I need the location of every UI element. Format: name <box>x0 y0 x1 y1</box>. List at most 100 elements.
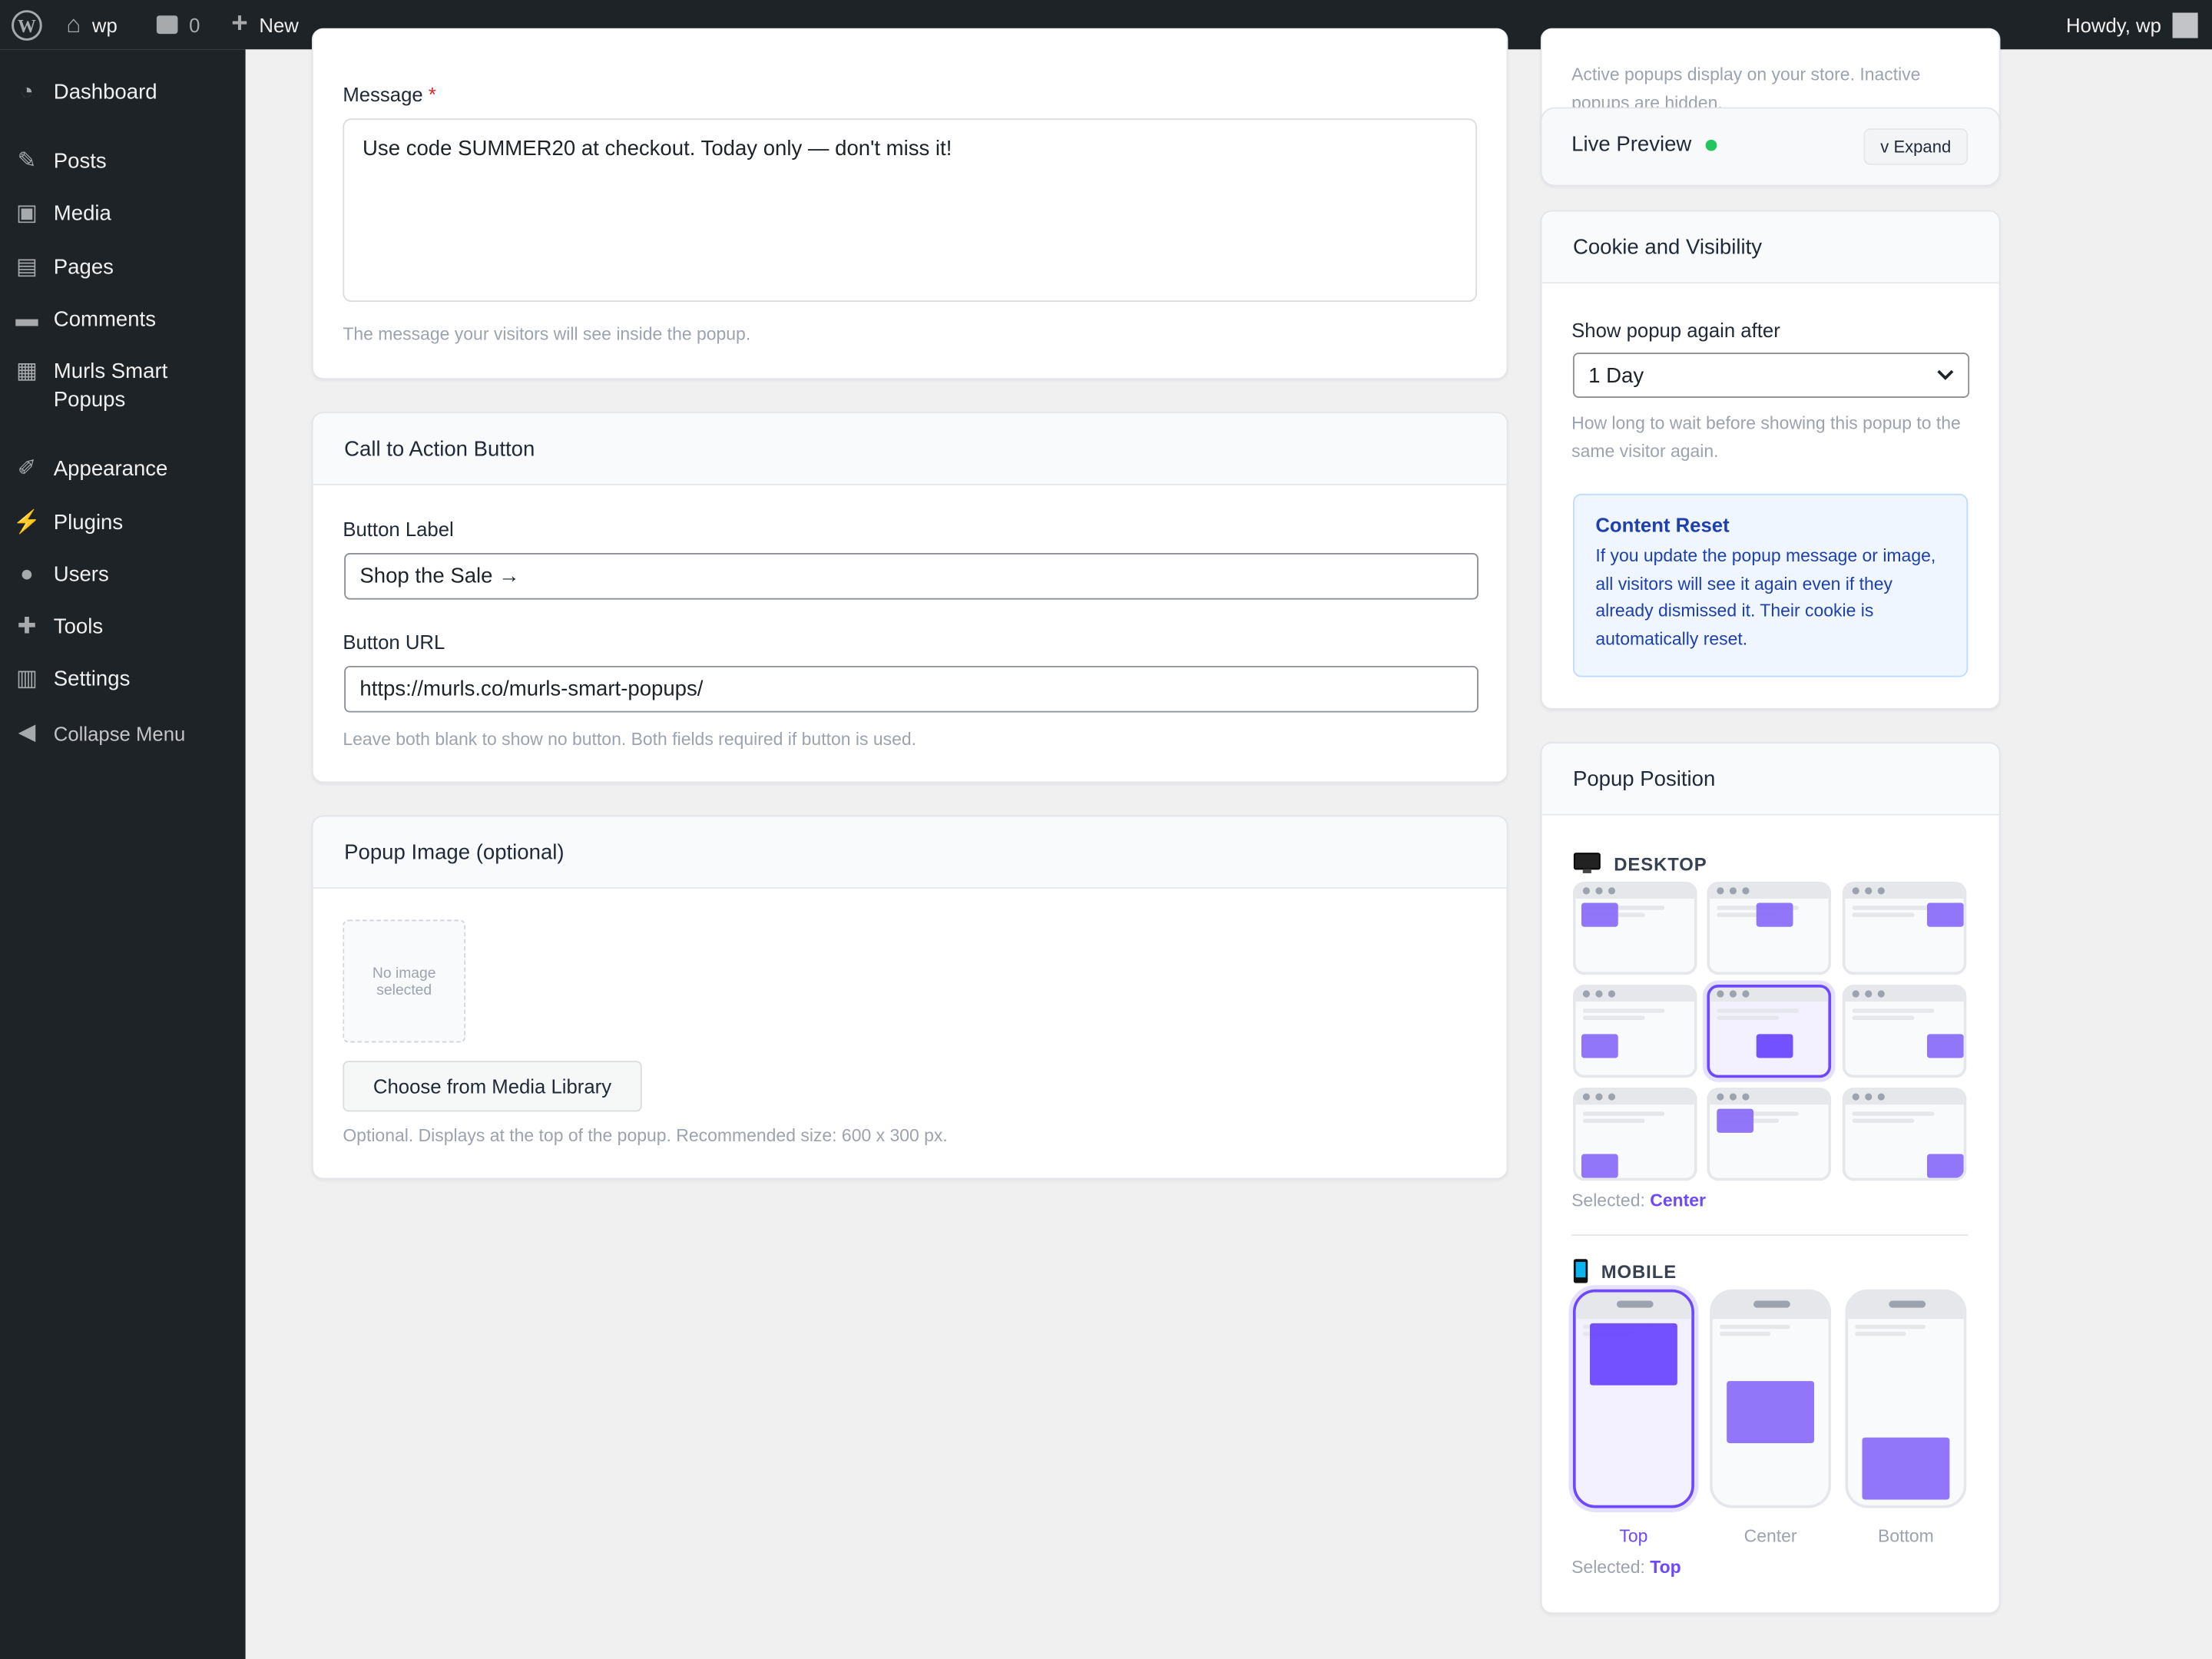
message-value: Use code SUMMER20 at checkout. Today onl… <box>363 137 952 161</box>
image-placeholder: No image selected <box>343 919 466 1043</box>
expand-button[interactable]: v Expand <box>1863 128 1969 165</box>
popup-preview-block <box>1581 1154 1618 1178</box>
sidebar-item-appearance[interactable]: ✐ Appearance <box>0 455 246 484</box>
account-menu[interactable]: Howdy, wp <box>2066 0 2198 49</box>
mobile-position-option-top[interactable] <box>1572 1289 1694 1508</box>
cta-card: Call to Action Button Button Label Shop … <box>311 412 1508 783</box>
sidebar-item-collapse-menu[interactable]: ◀ Collapse Menu <box>0 720 246 748</box>
media-icon: ▣ <box>16 201 38 226</box>
new-content-link[interactable]: + New <box>231 0 299 49</box>
sidebar-item-label: Plugins <box>53 510 124 535</box>
sidebar-item-comments[interactable]: ▬ Comments <box>0 306 246 335</box>
settings-icon: ▥ <box>16 667 38 692</box>
sidebar-item-pages[interactable]: ▤ Pages <box>0 254 246 283</box>
sidebar-item-media[interactable]: ▣ Media <box>0 200 246 229</box>
sidebar-item-label: Pages <box>53 255 114 280</box>
pages-icon: ▤ <box>16 255 38 280</box>
popup-preview-block <box>1590 1323 1677 1386</box>
divider <box>1571 1234 1969 1236</box>
position-title: Popup Position <box>1541 743 1999 816</box>
collapse-icon: ◀ <box>18 720 36 745</box>
mobile-selected-value: Top <box>1650 1557 1681 1578</box>
sidebar-item-label: Murls Smart Popups <box>53 359 168 412</box>
desktop-position-option[interactable] <box>1572 881 1697 975</box>
desktop-position-option[interactable] <box>1707 1088 1832 1181</box>
dashboard-icon: ◔ <box>20 80 34 104</box>
cookie-title: Cookie and Visibility <box>1541 211 1999 284</box>
notice-body: If you update the popup message or image… <box>1595 545 1936 648</box>
desktop-position-option[interactable] <box>1842 1088 1967 1181</box>
sidebar-item-settings[interactable]: ▥ Settings <box>0 666 246 694</box>
new-label: New <box>259 13 299 36</box>
sidebar-item-users[interactable]: ● Users <box>0 561 246 590</box>
content-reset-notice: Content Reset If you update the popup me… <box>1572 493 1969 677</box>
notice-title: Content Reset <box>1595 513 1730 536</box>
live-status-dot <box>1705 138 1717 151</box>
popup-preview-block <box>1756 902 1793 927</box>
show-again-label: Show popup again after <box>1571 319 1780 342</box>
sidebar-item-posts[interactable]: ✎ Posts <box>0 148 246 177</box>
popup-preview-block <box>1862 1437 1950 1500</box>
sidebar-item-label: Users <box>53 562 109 588</box>
comment-count: 0 <box>189 13 200 36</box>
sidebar-item-label: Dashboard <box>53 80 157 104</box>
message-textarea[interactable]: Use code SUMMER20 at checkout. Today onl… <box>343 118 1478 303</box>
wordpress-logo-icon[interactable]: W <box>12 0 42 49</box>
popup-preview-block <box>1727 1381 1815 1443</box>
desktop-selected-value: Center <box>1650 1190 1706 1210</box>
mobile-position-option-center[interactable] <box>1710 1289 1832 1508</box>
svg-text:W: W <box>18 16 36 36</box>
button-label-input[interactable]: Shop the Sale → <box>344 553 1479 600</box>
sidebar-item-label: Posts <box>53 149 107 174</box>
show-again-help: How long to wait before showing this pop… <box>1571 413 1961 462</box>
sidebar-item-murls-smart-popups[interactable]: ▦ Murls Smart Popups <box>0 359 246 415</box>
sidebar-item-dashboard[interactable]: ◔ Dashboard <box>0 79 246 108</box>
image-title: Popup Image (optional) <box>313 816 1507 889</box>
sidebar-item-label: Tools <box>53 614 104 640</box>
mobile-option-label: Top <box>1619 1526 1648 1547</box>
cookie-card: Cookie and Visibility Show popup again a… <box>1540 210 2001 710</box>
site-name: wp <box>91 13 118 36</box>
message-label: Message * <box>343 83 436 106</box>
comment-icon <box>156 15 178 35</box>
desktop-position-option[interactable] <box>1842 881 1967 975</box>
sidebar-item-label: Settings <box>53 667 131 692</box>
desktop-heading: DESKTOP <box>1614 853 1707 874</box>
image-card: Popup Image (optional) No image selected… <box>311 815 1508 1180</box>
desktop-position-option[interactable] <box>1842 985 1967 1078</box>
button-label-value: Shop the Sale → <box>359 564 520 588</box>
choose-media-button[interactable]: Choose from Media Library <box>343 1061 642 1112</box>
cta-title: Call to Action Button <box>313 413 1507 485</box>
comments-link[interactable]: 0 <box>156 0 200 49</box>
admin-sidebar: ◔ Dashboard ✎ Posts ▣ Media ▤ Pages ▬ Comments ▦ Mu… <box>0 49 246 1659</box>
mobile-position-option-bottom[interactable] <box>1845 1289 1967 1508</box>
message-card: Message * Use code SUMMER20 at checkout.… <box>311 28 1508 380</box>
popup-preview-block <box>1926 1034 1964 1058</box>
user-icon: ● <box>20 562 34 588</box>
desktop-position-option[interactable] <box>1707 985 1832 1078</box>
howdy-text: Howdy, wp <box>2066 13 2161 36</box>
live-preview-bar: Live Preview v Expand <box>1540 107 2001 187</box>
mobile-selected: Selected: Top <box>1571 1557 1681 1578</box>
home-icon: ⌂ <box>66 10 81 38</box>
popups-icon: ▦ <box>16 359 38 384</box>
desktop-selected: Selected: Center <box>1571 1190 1706 1210</box>
desktop-position-option[interactable] <box>1572 1088 1697 1181</box>
sidebar-item-tools[interactable]: ✚ Tools <box>0 614 246 642</box>
show-again-select[interactable]: 1 Day <box>1572 353 1970 398</box>
avatar <box>2172 12 2198 38</box>
comment-icon: ▬ <box>15 307 38 332</box>
sidebar-item-label: Comments <box>53 307 157 332</box>
button-url-label: Button URL <box>343 631 445 654</box>
placeholder-text: No image selected <box>372 964 436 998</box>
plugin-icon: ⚡ <box>12 510 41 535</box>
position-card: Popup Position DESKTOP Selected: Center … <box>1540 742 2001 1614</box>
site-link[interactable]: ⌂ wp <box>66 0 117 49</box>
desktop-position-option[interactable] <box>1572 985 1697 1078</box>
button-url-input[interactable]: https://murls.co/murls-smart-popups/ <box>344 665 1479 713</box>
desktop-position-option[interactable] <box>1707 881 1832 975</box>
chevron-down-icon <box>1937 369 1954 380</box>
popup-preview-block <box>1581 1034 1618 1058</box>
sidebar-item-plugins[interactable]: ⚡ Plugins <box>0 509 246 538</box>
pin-icon: ✎ <box>17 149 37 174</box>
